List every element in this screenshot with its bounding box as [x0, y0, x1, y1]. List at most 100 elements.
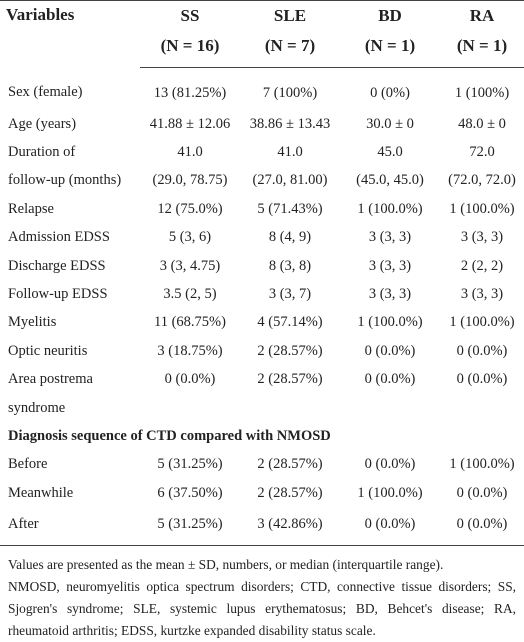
cell: 3 (42.86%) — [240, 507, 340, 547]
column-count: (N = 1) — [340, 31, 440, 68]
cell: 2 (2, 2) — [460, 257, 504, 274]
table-row: Relapse 12 (75.0%) 5 (71.43%) 1 (100.0%) 1 (… — [0, 195, 524, 223]
row-label: Follow-up EDSS — [8, 286, 108, 303]
cell: 41.88 ± 12.06 — [149, 115, 231, 132]
table-row: syndrome — [0, 394, 524, 422]
cell: 8 (4, 9) — [268, 229, 312, 246]
cell: (27.0, 81.00) — [252, 172, 328, 189]
table-row: Admission EDSS 5 (3, 6) 8 (4, 9) 3 (3, 3) 3 … — [0, 224, 524, 252]
cell: 0 (0.0%) — [440, 507, 524, 547]
row-label: Myelitis — [8, 314, 57, 331]
table-row: Follow-up EDSS 3.5 (2, 5) 3 (3, 7) 3 (3, 3)… — [0, 280, 524, 308]
cell: 4 (57.14%) — [257, 314, 323, 331]
cell: 5 (71.43%) — [257, 200, 323, 217]
table-row: Sex (female) 13 (81.25%) 7 (100%) 0 (0%) 1 (… — [0, 68, 524, 111]
column-count: (N = 1) — [440, 31, 524, 68]
header-row: (N = 16) (N = 7) (N = 1) (N = 1) — [0, 31, 524, 68]
column-name: SS — [140, 0, 240, 31]
cell: 38.86 ± 13.43 — [249, 115, 331, 132]
cell: 0 (0.0%) — [456, 371, 508, 388]
cell: 3 (3, 7) — [268, 286, 312, 303]
cell: 41.0 — [177, 144, 203, 161]
cell: (72.0, 72.0) — [448, 172, 516, 189]
cell: 2 (28.57%) — [257, 342, 323, 359]
cell: 0 (0.0%) — [364, 456, 416, 473]
cell: 2 (28.57%) — [257, 371, 323, 388]
footnote: NMOSD, neuromyelitis optica spectrum dis… — [8, 579, 516, 639]
cell: 48.0 ± 0 — [458, 115, 506, 132]
data-table: Variables SS SLE BD RA (N = 16) (N = 7) (N = 1)… — [0, 0, 524, 547]
cell: 1 (100.0%) — [449, 456, 515, 473]
cell: 2 (28.57%) — [257, 456, 323, 473]
cell: 12 (75.0%) — [157, 200, 223, 217]
cell: 1 (100%) — [454, 84, 510, 101]
cell: 3 (3, 3) — [368, 229, 412, 246]
row-label: Age (years) — [8, 115, 77, 132]
cell: 3 (3, 4.75) — [159, 257, 221, 274]
section-title: Diagnosis sequence of CTD compared with … — [8, 427, 331, 444]
table-row: Before 5 (31.25%) 2 (28.57%) 0 (0.0%) 1 (100… — [0, 451, 524, 479]
cell: 1 (100.0%) — [357, 484, 423, 501]
cell: 11 (68.75%) — [154, 314, 226, 331]
cell: 0 (0.0%) — [456, 342, 508, 359]
footnote: Values are presented as the mean ± SD, n… — [8, 557, 444, 573]
cell: 1 (100.0%) — [449, 314, 515, 331]
cell: 6 (37.50%) — [157, 484, 223, 501]
cell: 3 (3, 3) — [460, 229, 504, 246]
row-label: Duration of — [8, 144, 76, 161]
row-label: Optic neuritis — [8, 342, 88, 359]
cell: 5 (31.25%) — [157, 456, 223, 473]
table-row: Optic neuritis 3 (18.75%) 2 (28.57%) 0 (0.0… — [0, 337, 524, 365]
table-row: Meanwhile 6 (37.50%) 2 (28.57%) 1 (100.0%) 0… — [0, 479, 524, 507]
cell: 3 (3, 3) — [368, 257, 412, 274]
row-label: Relapse — [8, 200, 54, 217]
table-body: Sex (female) 13 (81.25%) 7 (100%) 0 (0%) 1 (… — [0, 68, 524, 547]
cell: 7 (100%) — [262, 84, 318, 101]
table-row: Area postrema 0 (0.0%) 2 (28.57%) 0 (0.0%) 0… — [0, 366, 524, 394]
row-label: Admission EDSS — [8, 229, 110, 246]
cell: 0 (0.0%) — [364, 371, 416, 388]
cell: 0 (0.0%) — [364, 342, 416, 359]
cell: 5 (3, 6) — [168, 229, 212, 246]
column-name: BD — [340, 0, 440, 31]
column-name: RA — [440, 0, 524, 31]
row-label: follow-up (months) — [8, 172, 122, 189]
header-row: Variables SS SLE BD RA — [0, 0, 524, 68]
cell: 3 (18.75%) — [157, 342, 223, 359]
cell: 1 (100.0%) — [357, 314, 423, 331]
empty-cell — [340, 394, 440, 422]
header-label: Variables — [0, 0, 140, 68]
table-row: Discharge EDSS 3 (3, 4.75) 8 (3, 8) 3 (3, 3… — [0, 252, 524, 280]
table-row: follow-up (months) (29.0, 78.75) (27.0, 81… — [0, 167, 524, 195]
row-label: Sex (female) — [8, 84, 83, 101]
cell: 30.0 ± 0 — [366, 115, 414, 132]
table-header: Variables SS SLE BD RA (N = 16) (N = 7) (N = 1)… — [0, 0, 524, 68]
column-name: SLE — [240, 0, 340, 31]
cell: 41.0 — [277, 144, 303, 161]
row-label: syndrome — [8, 399, 66, 416]
cell: 2 (28.57%) — [257, 484, 323, 501]
row-label: Area postrema — [8, 371, 93, 388]
cell: 1 (100.0%) — [449, 200, 515, 217]
column-count: (N = 16) — [140, 31, 240, 68]
cell: (29.0, 78.75) — [152, 172, 228, 189]
cell: 45.0 — [377, 144, 403, 161]
row-label: After — [0, 507, 140, 547]
empty-cell — [440, 394, 524, 422]
cell: 1 (100.0%) — [357, 200, 423, 217]
cell: 0 (0.0%) — [164, 371, 216, 388]
cell: 0 (0.0%) — [340, 507, 440, 547]
table-row: Duration of 41.0 41.0 45.0 72.0 — [0, 138, 524, 166]
cell: 5 (31.25%) — [140, 507, 240, 547]
row-label: Meanwhile — [8, 484, 74, 501]
cell: 3 (3, 3) — [368, 286, 412, 303]
cell: 3 (3, 3) — [460, 286, 504, 303]
row-label: Discharge EDSS — [8, 257, 106, 274]
cell: 0 (0.0%) — [456, 484, 508, 501]
footnotes: Values are presented as the mean ± SD, n… — [0, 546, 524, 642]
cell: 3.5 (2, 5) — [163, 286, 217, 303]
cell: (45.0, 45.0) — [356, 172, 424, 189]
cell: 13 (81.25%) — [153, 84, 227, 101]
cell: 8 (3, 8) — [268, 257, 312, 274]
